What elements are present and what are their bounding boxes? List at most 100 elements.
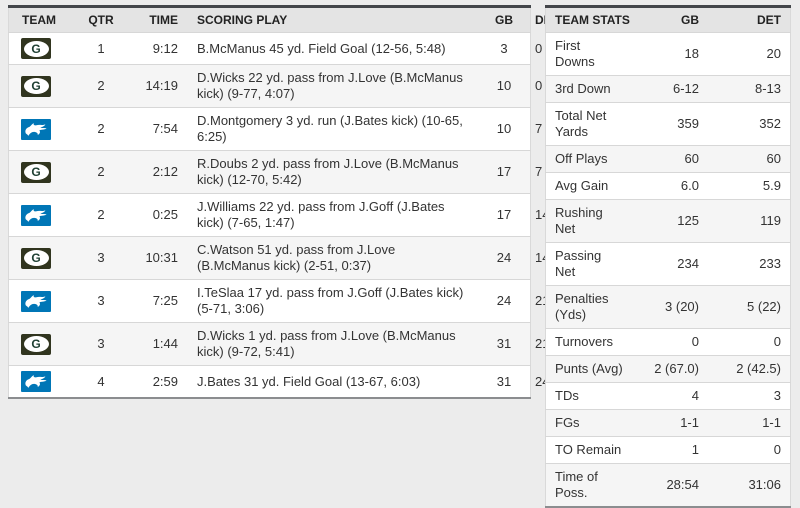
packers-g-logo-icon: G xyxy=(21,75,51,97)
packers-g-logo-icon: G xyxy=(21,38,51,59)
team-logo-cell: G xyxy=(8,107,78,151)
scoring-play-row: G 3 10:31 C.Watson 51 yd. pass from J.Lo… xyxy=(8,236,549,280)
stat-det-cell: 2 (42.5) xyxy=(705,355,791,383)
qtr-cell: 3 xyxy=(78,322,124,366)
scoring-play-cell: I.TeSlaa 17 yd. pass from J.Goff (J.Bate… xyxy=(184,279,479,323)
stat-name-cell: Passing Net xyxy=(545,242,629,286)
col-header-stats-det: DET xyxy=(705,6,791,33)
qtr-cell: 1 xyxy=(78,32,124,65)
team-stat-row: Passing Net 234 233 xyxy=(545,242,791,286)
team-logo-cell: G xyxy=(8,150,78,194)
stat-name-cell: Off Plays xyxy=(545,145,629,173)
time-cell: 9:12 xyxy=(124,32,184,65)
det-score-cell: 21 xyxy=(529,279,549,323)
scoring-play-cell: B.McManus 45 yd. Field Goal (12-56, 5:48… xyxy=(184,32,479,65)
lion-silhouette xyxy=(25,294,47,308)
team-logo-cell: G xyxy=(8,365,78,398)
col-header-scoring-play: SCORING PLAY xyxy=(184,6,479,33)
team-logo-cell: G xyxy=(8,279,78,323)
team-stat-row: Penalties (Yds) 3 (20) 5 (22) xyxy=(545,285,791,329)
scoring-play-row: G 2 14:19 D.Wicks 22 yd. pass from J.Lov… xyxy=(8,64,542,108)
stat-gb-cell: 2 (67.0) xyxy=(629,355,705,383)
det-score-cell: 7 xyxy=(529,107,542,151)
time-cell: 2:59 xyxy=(124,365,184,398)
lion-silhouette xyxy=(25,375,47,388)
scoring-plays-header: TEAM QTR TIME SCORING PLAY GB DET xyxy=(8,6,559,33)
col-header-team-stats: TEAM STATS xyxy=(545,6,630,33)
stat-det-cell: 60 xyxy=(705,145,791,173)
lion-silhouette xyxy=(25,208,47,222)
time-cell: 10:31 xyxy=(124,236,184,280)
det-score-cell: 0 xyxy=(529,64,542,108)
time-cell: 2:12 xyxy=(124,150,184,194)
team-stat-row: Punts (Avg) 2 (67.0) 2 (42.5) xyxy=(545,355,791,383)
stat-gb-cell: 4 xyxy=(629,382,705,410)
lions-lion-logo-icon xyxy=(21,371,51,392)
qtr-cell: 3 xyxy=(78,279,124,323)
time-cell: 7:25 xyxy=(124,279,184,323)
scoring-play-row: G 3 1:44 D.Wicks 1 yd. pass from J.Love … xyxy=(8,322,549,366)
det-score-cell: 24 xyxy=(529,365,549,398)
scoring-play-cell: D.Wicks 22 yd. pass from J.Love (B.McMan… xyxy=(184,64,479,108)
team-logo-cell: G xyxy=(8,32,78,65)
scoring-play-row: G 4 2:59 J.Bates 31 yd. Field Goal (13-6… xyxy=(8,365,549,398)
gb-score-cell: 10 xyxy=(479,107,529,151)
col-header-time: TIME xyxy=(124,6,184,33)
stat-det-cell: 0 xyxy=(705,436,791,464)
lions-lion-logo-icon xyxy=(21,204,51,226)
stat-name-cell: TO Remain xyxy=(545,436,629,464)
stat-name-cell: First Downs xyxy=(545,32,629,76)
scoring-play-cell: D.Wicks 1 yd. pass from J.Love (B.McManu… xyxy=(184,322,479,366)
team-stat-row: Turnovers 0 0 xyxy=(545,328,791,356)
packers-g-logo-icon: G xyxy=(21,161,51,183)
stat-gb-cell: 359 xyxy=(629,102,705,146)
stat-gb-cell: 1 xyxy=(629,436,705,464)
packers-g-letter: G xyxy=(23,78,49,94)
packers-g-letter: G xyxy=(23,336,49,352)
scoring-header-row: TEAM QTR TIME SCORING PLAY GB DET xyxy=(8,6,559,33)
det-score-cell: 14 xyxy=(529,193,549,237)
stat-gb-cell: 18 xyxy=(629,32,705,76)
scoring-plays-body: G 1 9:12 B.McManus 45 yd. Field Goal (12… xyxy=(8,32,549,398)
col-header-gb: GB xyxy=(479,6,529,33)
stat-name-cell: Penalties (Yds) xyxy=(545,285,629,329)
scoring-play-cell: C.Watson 51 yd. pass from J.Love (B.McMa… xyxy=(184,236,479,280)
det-score-cell: 14 xyxy=(529,236,549,280)
team-stats-header-row: TEAM STATS GB DET xyxy=(545,6,791,33)
gb-score-cell: 17 xyxy=(479,150,529,194)
packers-g-logo-icon: G xyxy=(21,333,51,355)
lion-silhouette xyxy=(25,122,47,136)
team-stat-row: Total Net Yards 359 352 xyxy=(545,102,791,146)
col-header-stats-gb: GB xyxy=(629,6,705,33)
scoring-play-cell: J.Williams 22 yd. pass from J.Goff (J.Ba… xyxy=(184,193,479,237)
scoring-play-row: G 2 7:54 D.Montgomery 3 yd. run (J.Bates… xyxy=(8,107,542,151)
time-cell: 14:19 xyxy=(124,64,184,108)
gb-score-cell: 17 xyxy=(479,193,529,237)
gb-score-cell: 24 xyxy=(479,279,529,323)
stat-name-cell: Time of Poss. xyxy=(545,463,629,507)
scoring-play-row: G 2 2:12 R.Doubs 2 yd. pass from J.Love … xyxy=(8,150,542,194)
stat-det-cell: 31:06 xyxy=(705,463,791,507)
qtr-cell: 2 xyxy=(78,193,124,237)
lions-lion-logo-icon xyxy=(21,290,51,312)
det-score-cell: 7 xyxy=(529,150,542,194)
scoring-play-cell: R.Doubs 2 yd. pass from J.Love (B.McManu… xyxy=(184,150,479,194)
stat-det-cell: 5.9 xyxy=(705,172,791,200)
stat-name-cell: TDs xyxy=(545,382,629,410)
time-cell: 1:44 xyxy=(124,322,184,366)
scoring-play-row: G 1 9:12 B.McManus 45 yd. Field Goal (12… xyxy=(8,32,542,65)
team-stat-row: TO Remain 1 0 xyxy=(545,436,791,464)
team-stat-row: Off Plays 60 60 xyxy=(545,145,791,173)
stat-gb-cell: 125 xyxy=(629,199,705,243)
stat-det-cell: 233 xyxy=(705,242,791,286)
scoring-play-row: G 2 0:25 J.Williams 22 yd. pass from J.G… xyxy=(8,193,549,237)
time-cell: 7:54 xyxy=(124,107,184,151)
scoring-play-cell: J.Bates 31 yd. Field Goal (13-67, 6:03) xyxy=(184,365,479,398)
team-stat-row: Time of Poss. 28:54 31:06 xyxy=(545,463,791,507)
stat-name-cell: Rushing Net xyxy=(545,199,629,243)
team-stat-row: FGs 1-1 1-1 xyxy=(545,409,791,437)
stat-name-cell: Punts (Avg) xyxy=(545,355,629,383)
stat-det-cell: 5 (22) xyxy=(705,285,791,329)
qtr-cell: 3 xyxy=(78,236,124,280)
gb-score-cell: 3 xyxy=(479,32,529,65)
